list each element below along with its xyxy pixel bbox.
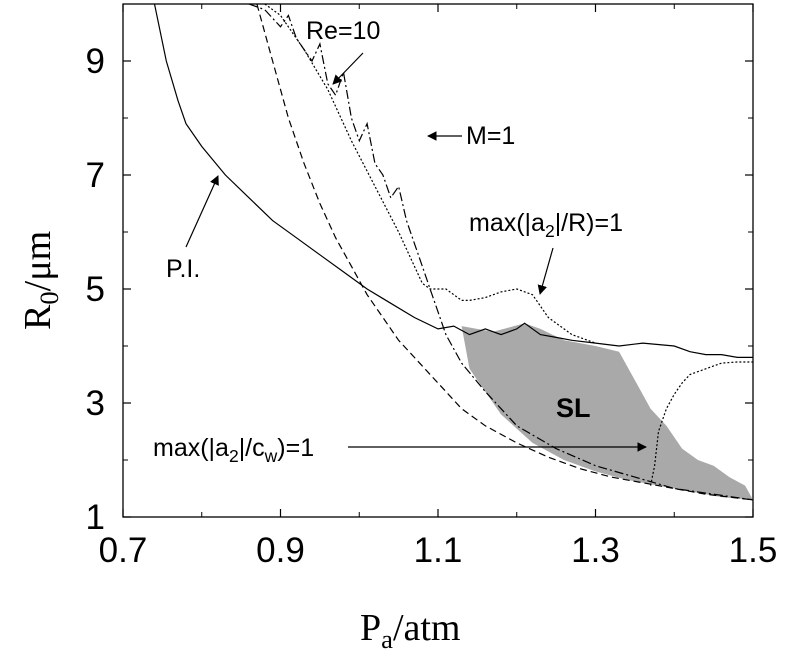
annotation-sl: SL	[556, 393, 591, 423]
y-tick-label: 5	[86, 270, 105, 309]
annotation-pi: P.I.	[166, 255, 200, 283]
arrow-pi	[185, 175, 219, 248]
x-tick-label: 1.5	[729, 531, 778, 570]
annotation-re10: Re=10	[306, 17, 380, 45]
arrow-re10	[332, 52, 364, 85]
series-line-1	[248, 3, 754, 501]
x-tick-label: 1.1	[414, 531, 463, 570]
annotation-layer: Re=10 M=1 P.I. max(|a2|/R)=1 max(|a2|/cw…	[153, 17, 647, 466]
series-line-3	[264, 3, 596, 344]
annotation-max-r: max(|a2|/R)=1	[469, 209, 623, 241]
y-tick-label: 3	[86, 384, 105, 423]
series-line-4	[650, 361, 753, 486]
annotation-m1: M=1	[466, 122, 515, 150]
arrow-max-r	[537, 247, 554, 295]
x-tick-label: 0.9	[256, 531, 305, 570]
annotation-max-cw: max(|a2|/cw)=1	[153, 434, 314, 466]
y-tick-label: 7	[86, 156, 105, 195]
series-line-0	[153, 3, 753, 358]
series-layer	[153, 3, 754, 501]
sl-region-layer	[461, 323, 753, 500]
x-axis-title: Pa/atm	[360, 607, 461, 652]
y-axis-title: R0/μm	[17, 231, 64, 330]
sl-region	[461, 323, 753, 500]
x-tick-label: 0.7	[99, 531, 148, 570]
y-tick-label: 1	[86, 498, 105, 537]
series-line-2	[256, 3, 754, 501]
ticks-layer: 0.7 0.9 1.1 1.3 1.5 1 3 5 7 9	[86, 3, 778, 570]
y-tick-label: 9	[86, 42, 105, 81]
x-tick-label: 1.3	[571, 531, 620, 570]
